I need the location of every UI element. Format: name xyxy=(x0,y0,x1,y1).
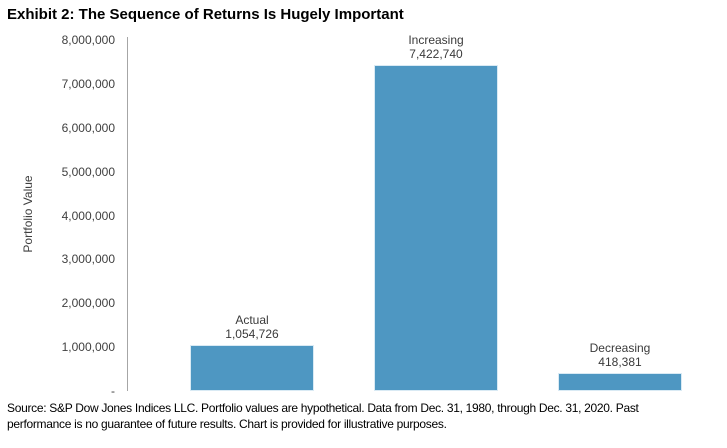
y-tick-label: 3,000,000 xyxy=(61,252,115,266)
chart-title: Exhibit 2: The Sequence of Returns Is Hu… xyxy=(7,6,404,23)
bar-label-decreasing: Decreasing 418,381 xyxy=(535,341,705,369)
y-tick-label: 7,000,000 xyxy=(61,77,115,91)
y-axis-line xyxy=(127,37,128,391)
bar-value-label: 418,381 xyxy=(598,355,642,369)
y-tick-label: 1,000,000 xyxy=(61,340,115,354)
source-note: Source: S&P Dow Jones Indices LLC. Portf… xyxy=(7,400,726,432)
y-tick-label: 2,000,000 xyxy=(61,296,115,310)
bar-label-increasing: Increasing 7,422,740 xyxy=(351,33,521,61)
bar-value-label: 7,422,740 xyxy=(409,47,463,61)
y-tick-label: 5,000,000 xyxy=(61,165,115,179)
bar-decreasing xyxy=(558,373,682,391)
bar-value-label: 1,054,726 xyxy=(225,327,279,341)
bar-increasing xyxy=(374,65,498,391)
source-line-1: Source: S&P Dow Jones Indices LLC. Portf… xyxy=(7,401,639,415)
bar-category-name: Increasing xyxy=(408,33,464,47)
y-tick-label: 6,000,000 xyxy=(61,121,115,135)
y-tick-label: 8,000,000 xyxy=(61,33,115,47)
y-tick-label: 4,000,000 xyxy=(61,209,115,223)
bar-category-name: Actual xyxy=(235,313,269,327)
source-line-2: performance is no guarantee of future re… xyxy=(7,417,447,431)
bar-actual xyxy=(190,345,314,391)
bar-label-actual: Actual 1,054,726 xyxy=(167,313,337,341)
bar-category-name: Decreasing xyxy=(589,341,651,355)
y-tick-label: - xyxy=(111,384,115,398)
